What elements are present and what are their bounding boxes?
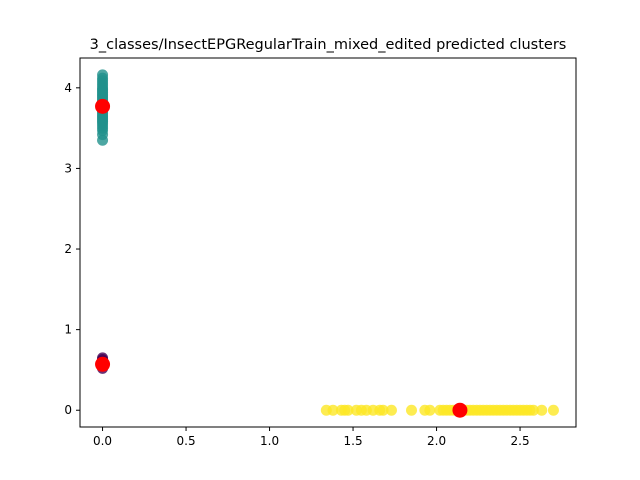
cluster-2-point xyxy=(547,404,559,416)
chart-title: 3_classes/InsectEPGRegularTrain_mixed_ed… xyxy=(90,37,567,53)
x-tick-label: 2.5 xyxy=(511,434,530,448)
y-tick-label: 0 xyxy=(64,403,72,417)
x-tick-label: 1.0 xyxy=(260,434,279,448)
cluster-2-point xyxy=(377,404,389,416)
cluster-1-point xyxy=(97,69,109,81)
centroid-point xyxy=(95,98,111,114)
centroid-point xyxy=(452,402,468,418)
centroids-layer xyxy=(95,98,468,418)
y-tick-label: 3 xyxy=(64,161,72,175)
cluster-2-point xyxy=(536,404,548,416)
cluster-2-point xyxy=(327,404,339,416)
cluster-2-point xyxy=(424,404,436,416)
cluster-2-point xyxy=(406,404,417,416)
y-tick-label: 4 xyxy=(64,81,72,95)
x-axis: 0.0 0.5 1.0 1.5 2.0 2.5 xyxy=(93,427,530,448)
cluster-2-point xyxy=(385,404,397,416)
y-tick-label: 1 xyxy=(64,323,72,337)
x-tick-label: 1.5 xyxy=(344,434,363,448)
cluster-2-point xyxy=(527,404,539,416)
centroid-point xyxy=(95,356,111,372)
plot-frame xyxy=(79,57,577,428)
x-tick-label: 0.0 xyxy=(93,434,112,448)
x-tick-label: 0.5 xyxy=(177,434,196,448)
y-tick-label: 2 xyxy=(64,242,72,256)
x-tick-label: 2.0 xyxy=(427,434,446,448)
cluster-2-point xyxy=(342,404,354,416)
y-axis: 0 1 2 3 4 xyxy=(64,81,80,417)
